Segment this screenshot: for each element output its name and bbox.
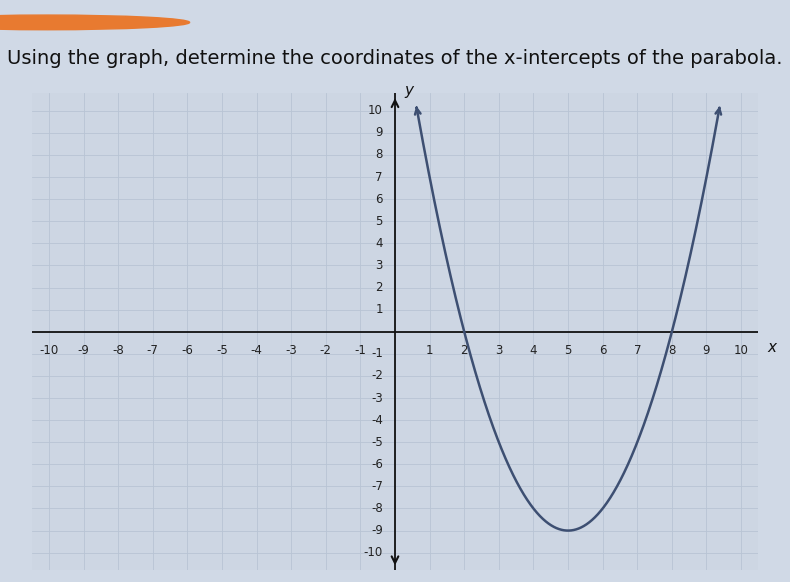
Text: -3: -3 — [285, 344, 297, 357]
Text: 9: 9 — [375, 126, 383, 140]
Text: -1: -1 — [355, 344, 367, 357]
Text: 10: 10 — [368, 104, 383, 118]
Text: 6: 6 — [375, 193, 383, 205]
Text: 1: 1 — [426, 344, 434, 357]
Text: 7: 7 — [634, 344, 641, 357]
Text: 4: 4 — [375, 237, 383, 250]
Text: -10: -10 — [363, 546, 383, 559]
Text: y: y — [404, 83, 413, 98]
Text: -1: -1 — [371, 347, 383, 360]
Text: -10: -10 — [40, 344, 58, 357]
Text: 6: 6 — [599, 344, 607, 357]
Text: 1: 1 — [375, 303, 383, 316]
Text: 9: 9 — [703, 344, 710, 357]
Text: 8: 8 — [668, 344, 675, 357]
Text: -3: -3 — [371, 392, 383, 404]
Text: -2: -2 — [371, 370, 383, 382]
Text: -8: -8 — [371, 502, 383, 515]
Text: 3: 3 — [375, 259, 383, 272]
Text: -7: -7 — [371, 480, 383, 493]
Text: 8: 8 — [375, 148, 383, 161]
Text: 10: 10 — [734, 344, 749, 357]
Circle shape — [0, 15, 190, 30]
Text: 5: 5 — [375, 215, 383, 228]
Text: -6: -6 — [371, 458, 383, 471]
Text: -6: -6 — [182, 344, 194, 357]
Text: 2: 2 — [375, 281, 383, 294]
Text: 4: 4 — [529, 344, 537, 357]
Text: x: x — [768, 340, 777, 354]
Text: 5: 5 — [564, 344, 572, 357]
Text: New Tab: New Tab — [79, 16, 132, 29]
Text: -2: -2 — [320, 344, 332, 357]
Text: -5: -5 — [216, 344, 228, 357]
Text: 2: 2 — [461, 344, 468, 357]
Text: -4: -4 — [250, 344, 262, 357]
Text: -5: -5 — [371, 436, 383, 449]
Text: 3: 3 — [495, 344, 502, 357]
Text: -9: -9 — [77, 344, 89, 357]
Text: -4: -4 — [371, 414, 383, 427]
Text: -8: -8 — [112, 344, 124, 357]
Text: -7: -7 — [147, 344, 159, 357]
Text: 7: 7 — [375, 171, 383, 183]
Text: Using the graph, determine the coordinates of the x-intercepts of the parabola.: Using the graph, determine the coordinat… — [7, 49, 783, 68]
Text: -9: -9 — [371, 524, 383, 537]
